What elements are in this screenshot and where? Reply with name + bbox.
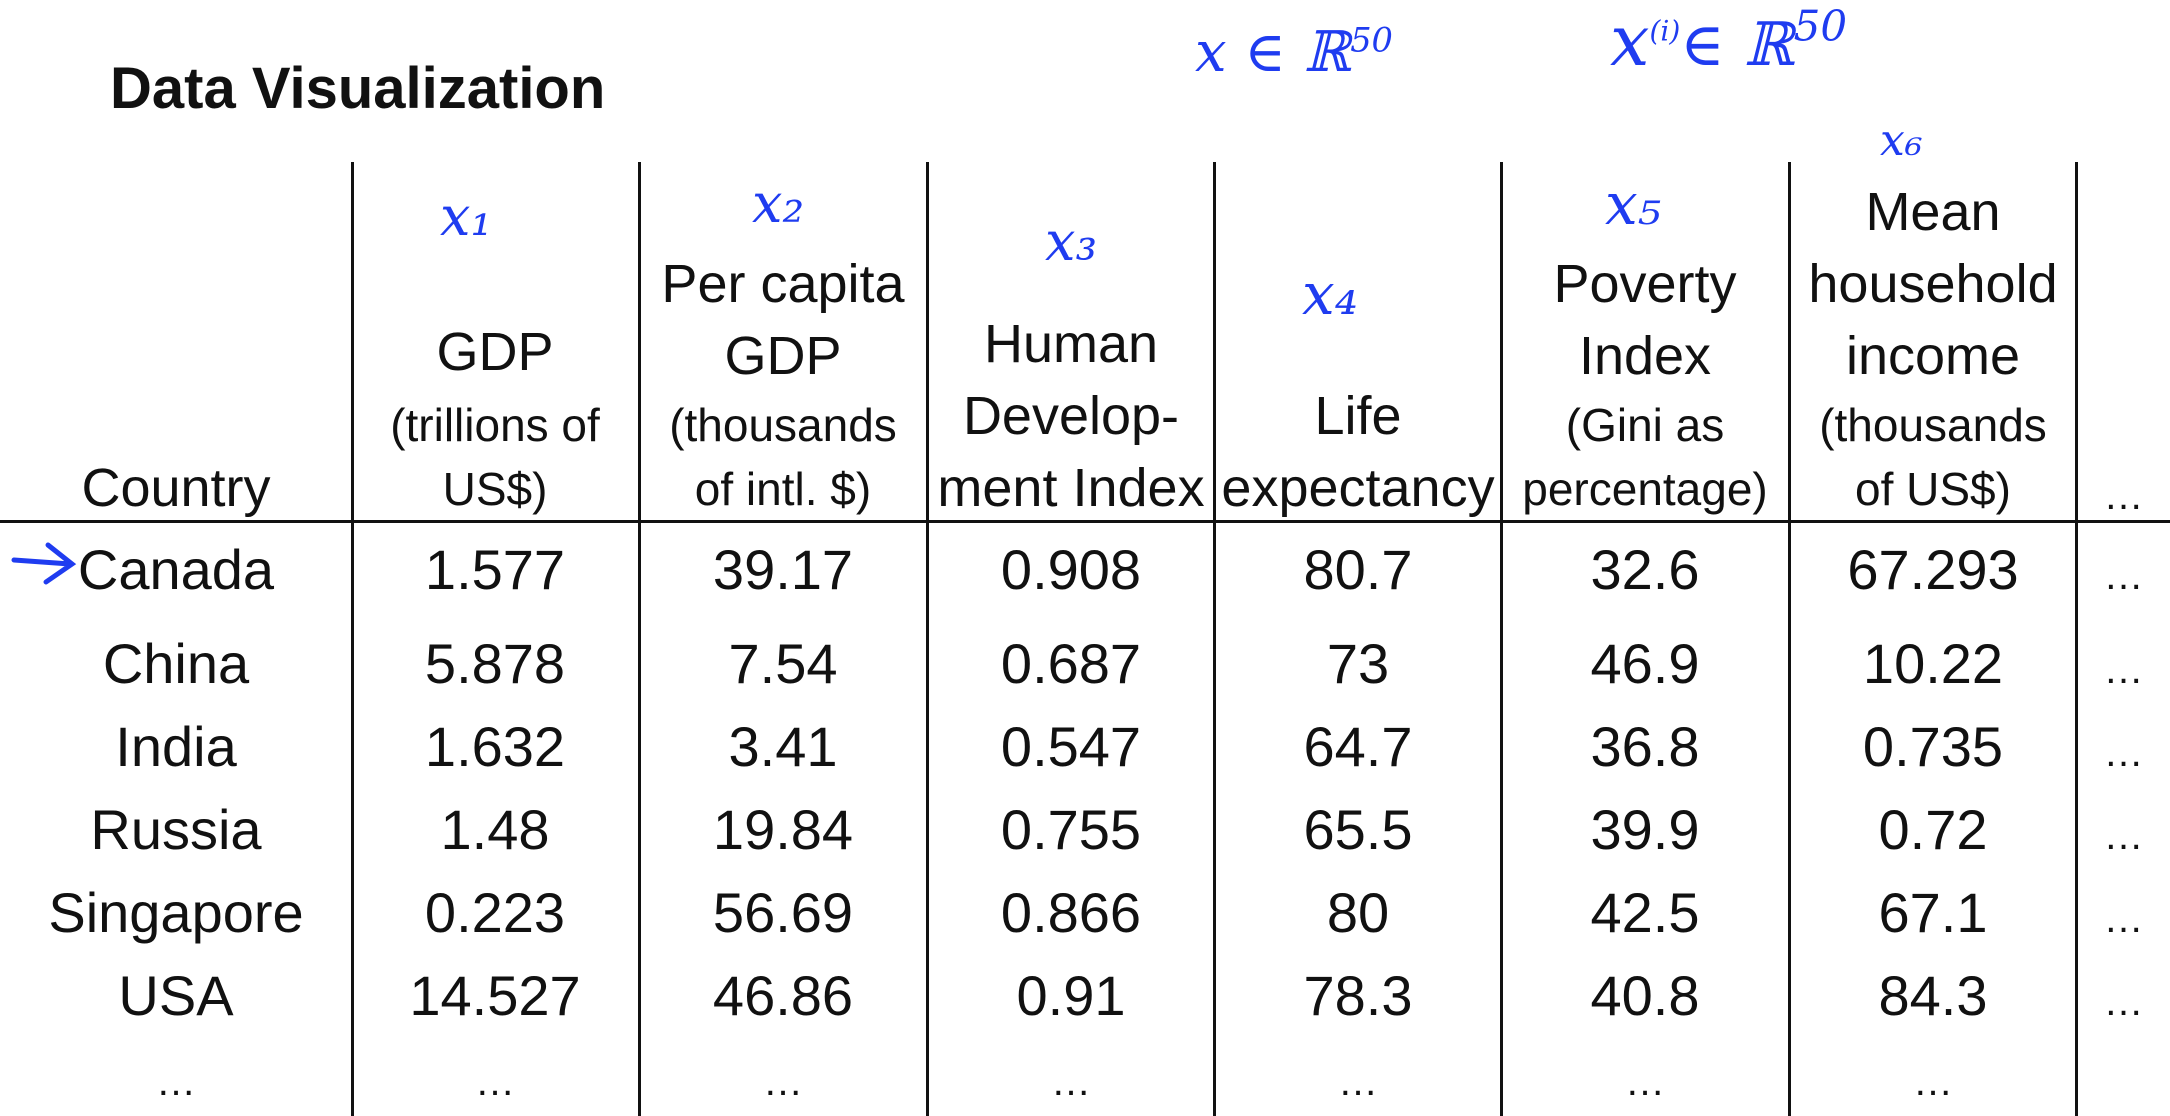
header-life-expectancy: expectancy [1221,458,1495,518]
cell-household-income: 0.72 [1878,798,1988,861]
cell-per-capita-gdp: 7.54 [728,632,838,695]
page-title: Data Visualization [110,56,606,121]
header-hdi: ment Index [937,458,1205,518]
cell-per-capita-gdp: 39.17 [712,538,854,601]
cell-per-capita-gdp: 19.84 [712,798,854,861]
header-household-income: Mean [1865,182,2001,242]
cell-hdi: 0.687 [1000,632,1142,695]
cell-poverty-index: … [1625,1060,1665,1104]
header-per-capita-gdp: GDP [724,326,842,386]
cell-life-expectancy: 80.7 [1303,538,1413,601]
cell-gdp: 1.577 [424,538,566,601]
cell-hdi: 0.908 [1000,538,1142,601]
cell-life-expectancy: 65.5 [1303,798,1413,861]
cell-gdp: 14.527 [409,964,581,1027]
cell-country: India [115,715,237,778]
cell-per-capita-gdp: 46.86 [712,964,854,1027]
header-hdi: Human [983,314,1159,374]
cell-poverty-index: 36.8 [1590,715,1700,778]
header-hdi: Develop- [962,386,1180,446]
header-country: Country [81,458,271,518]
cell-hdi: 0.91 [1016,964,1126,1027]
cell-more: … [2103,814,2144,858]
header-gdp-unit: (trillions of [390,399,600,451]
cell-household-income: 84.3 [1878,964,1988,1027]
cell-country: … [156,1060,196,1104]
cell-gdp: 1.632 [424,715,566,778]
cell-hdi: … [1051,1060,1091,1104]
column-divider [1500,162,1503,1116]
header-per-capita-gdp-unit: (thousands [669,399,897,451]
header-household-income-unit: of US$) [1855,463,2011,515]
header-per-capita-gdp: Per capita [661,254,905,314]
cell-per-capita-gdp: … [763,1060,803,1104]
cell-gdp: 0.223 [424,881,566,944]
header-life-expectancy: Life [1314,386,1402,446]
cell-household-income: 0.735 [1862,715,2004,778]
annotation-xi-in-r: x(i)∈ ℝ50 [1610,0,1848,82]
header-poverty-index: Index [1578,326,1712,386]
cell-poverty-index: 46.9 [1590,632,1700,695]
cell-poverty-index: 32.6 [1590,538,1700,601]
cell-hdi: 0.755 [1000,798,1142,861]
cell-gdp: 1.48 [440,798,550,861]
header-household-income: income [1845,326,2021,386]
cell-household-income: 67.1 [1878,881,1988,944]
cell-country: Russia [90,798,262,861]
header-gdp-unit: US$) [442,463,548,515]
column-divider [1213,162,1216,1116]
cell-household-income: … [1913,1060,1953,1104]
header-more-columns: … [2103,474,2144,518]
annotation-x5: x₅ [1605,170,1661,238]
cell-more: … [2103,897,2144,941]
header-gdp: GDP [436,322,554,382]
header-divider [0,520,2170,523]
cell-poverty-index: 42.5 [1590,881,1700,944]
cell-country: Canada [77,538,275,601]
cell-more: … [2103,980,2144,1024]
annotation-x6: x₆ [1880,115,1923,166]
cell-per-capita-gdp: 56.69 [712,881,854,944]
cell-more: … [2103,554,2144,598]
cell-poverty-index: 39.9 [1590,798,1700,861]
column-divider [351,162,354,1116]
annotation-x-in-r: x ∈ ℝ50 [1195,20,1393,85]
header-poverty-index-unit: (Gini as [1565,399,1725,451]
cell-household-income: 10.22 [1862,632,2004,695]
annotation-x1: x₁ [440,185,493,248]
cell-life-expectancy: 73 [1326,632,1390,695]
annotation-x3: x₃ [1045,210,1098,273]
cell-gdp: 5.878 [424,632,566,695]
cell-per-capita-gdp: 3.41 [728,715,838,778]
header-poverty-index-unit: percentage) [1522,463,1768,515]
column-divider [638,162,641,1116]
header-household-income-unit: (thousands [1819,399,2047,451]
header-household-income: household [1808,254,2058,314]
column-divider [1788,162,1791,1116]
cell-hdi: 0.547 [1000,715,1142,778]
cell-gdp: … [475,1060,515,1104]
cell-country: China [102,632,250,695]
column-divider [2075,162,2078,1116]
cell-country: USA [118,964,234,1027]
header-per-capita-gdp-unit: of intl. $) [694,463,872,515]
cell-country: Singapore [48,881,304,944]
cell-more: … [2103,648,2144,692]
annotation-x2: x₂ [752,172,805,235]
annotation-x4: x₄ [1302,260,1358,328]
column-divider [926,162,929,1116]
cell-poverty-index: 40.8 [1590,964,1700,1027]
cell-life-expectancy: … [1338,1060,1378,1104]
cell-life-expectancy: 78.3 [1303,964,1413,1027]
cell-life-expectancy: 80 [1326,881,1390,944]
cell-more: … [2103,731,2144,775]
header-poverty-index: Poverty [1553,254,1737,314]
cell-hdi: 0.866 [1000,881,1142,944]
cell-household-income: 67.293 [1847,538,2019,601]
cell-life-expectancy: 64.7 [1303,715,1413,778]
